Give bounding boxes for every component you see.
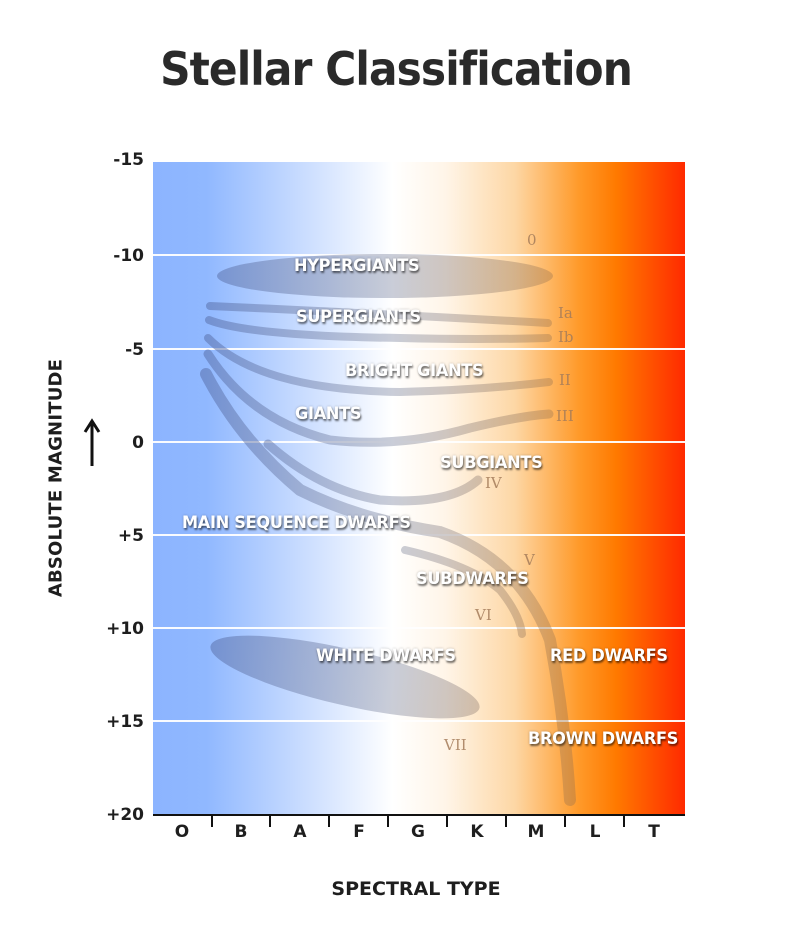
main-sequence-band [200,368,576,806]
x-tick-label-k: K [470,822,484,842]
x-tick-label-l: L [589,822,601,842]
bright-giants-band [204,334,553,397]
region-label-brown-dwarfs: BROWN DWARFS [528,729,679,749]
lum-class-iv: IV [485,474,502,492]
white-dwarfs-band [210,635,480,719]
y-tick-label: +15 [106,712,144,732]
x-tick-label-a: A [293,822,307,842]
x-tick-label-b: B [234,822,248,842]
x-tick-label-t: T [648,822,660,842]
y-axis-label: ABSOLUTE MAGNITUDE [45,358,67,598]
lum-class-ia: Ia [558,304,573,322]
lum-class-ib: Ib [558,328,574,346]
x-tick-label-g: G [411,822,425,842]
supergiants-ia-band [206,302,552,327]
subgiants-band [263,439,483,506]
region-label-subgiants: SUBGIANTS [440,453,543,473]
lum-class-v: V [524,551,535,569]
x-axis-label: SPECTRAL TYPE [331,878,501,900]
up-arrow-icon [83,418,101,466]
region-label-white-dwarfs: WHITE DWARFS [316,646,456,666]
region-label-bright-giants: BRIGHT GIANTS [345,361,484,381]
y-tick-label: -15 [113,150,144,170]
lum-class-vi: VI [475,606,492,624]
y-tick-label: +10 [106,619,144,639]
y-tick-label: 0 [132,433,144,453]
region-label-hypergiants: HYPERGIANTS [294,256,420,276]
region-label-subdwarfs: SUBDWARFS [416,569,529,589]
supergiants-ib-band [205,316,552,343]
lum-class-0: 0 [527,231,537,249]
y-tick-label: +20 [106,805,144,825]
y-tick-label: -10 [113,246,144,266]
region-label-red-dwarfs: RED DWARFS [550,646,668,666]
y-tick-label: -5 [125,340,144,360]
region-label-main-sequence: MAIN SEQUENCE DWARFS [182,513,411,533]
hypergiants-band [217,254,553,298]
subdwarfs-band [401,546,526,638]
x-tick-label-f: F [353,822,365,842]
region-label-supergiants: SUPERGIANTS [296,307,421,327]
y-tick-label: +5 [117,526,144,546]
lum-class-iii: III [556,407,574,425]
giants-band [203,349,554,447]
x-tick-label-m: M [527,822,545,842]
lum-class-ii: II [559,371,571,389]
lum-class-vii: VII [444,736,467,754]
x-tick-label-o: O [174,822,190,842]
page-title: Stellar Classification [160,42,633,96]
x-axis-tick-marks [211,815,625,827]
region-label-giants: GIANTS [295,404,362,424]
